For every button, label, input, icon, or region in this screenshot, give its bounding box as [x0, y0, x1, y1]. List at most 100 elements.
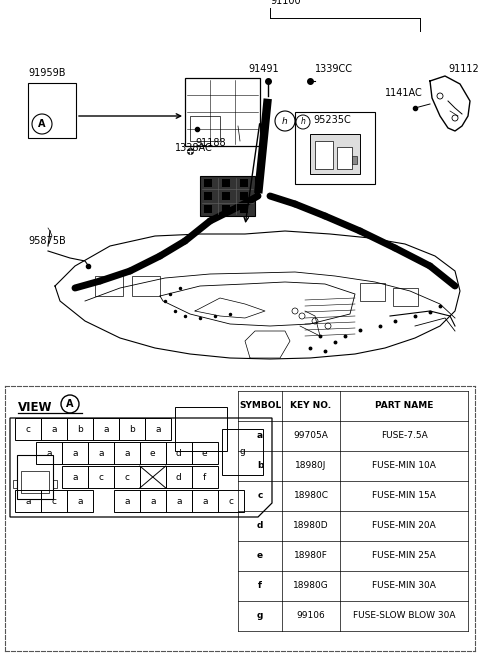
Text: SYMBOL: SYMBOL — [239, 401, 281, 411]
Bar — [88, 442, 114, 464]
Text: 91959B: 91959B — [28, 68, 65, 78]
Bar — [13, 480, 17, 488]
Bar — [240, 192, 248, 200]
Bar — [62, 442, 88, 464]
Bar — [360, 283, 385, 301]
Bar — [62, 466, 88, 488]
Text: a: a — [46, 449, 51, 457]
Text: KEY NO.: KEY NO. — [290, 401, 332, 411]
Text: 99106: 99106 — [297, 611, 325, 621]
Bar — [204, 179, 212, 187]
Text: c: c — [228, 497, 233, 506]
Text: c: c — [51, 497, 57, 506]
Text: 18980D: 18980D — [293, 522, 329, 531]
Text: a: a — [150, 497, 156, 506]
Text: 1339CC: 1339CC — [315, 64, 353, 74]
Text: c: c — [257, 491, 263, 501]
Text: d: d — [257, 522, 263, 531]
Text: a: a — [124, 497, 130, 506]
Bar — [36, 442, 62, 464]
Bar — [218, 490, 244, 512]
Text: 18980J: 18980J — [295, 462, 327, 470]
Text: VIEW: VIEW — [18, 401, 52, 414]
Text: 91491: 91491 — [248, 64, 278, 74]
Bar — [140, 442, 166, 464]
Bar — [190, 116, 220, 141]
Bar — [192, 466, 218, 488]
Bar — [352, 156, 357, 164]
Bar — [41, 490, 67, 512]
Text: h: h — [300, 117, 305, 127]
Bar — [53, 480, 58, 488]
Text: 99705A: 99705A — [294, 432, 328, 440]
Text: b: b — [129, 424, 135, 434]
Text: b: b — [77, 424, 83, 434]
Bar — [192, 442, 218, 464]
Bar — [222, 205, 230, 213]
Text: FUSE-MIN 10A: FUSE-MIN 10A — [372, 462, 436, 470]
Bar — [132, 276, 160, 296]
Text: PART NAME: PART NAME — [375, 401, 433, 411]
Bar — [166, 490, 192, 512]
Bar — [185, 78, 260, 146]
Bar — [145, 418, 171, 440]
Bar — [337, 147, 352, 169]
Text: a: a — [72, 472, 78, 482]
Text: a: a — [155, 424, 161, 434]
Bar — [114, 442, 140, 464]
Text: c: c — [98, 472, 103, 482]
Bar — [310, 134, 360, 174]
Text: e: e — [202, 449, 208, 457]
Bar — [166, 442, 192, 464]
Text: A: A — [38, 119, 46, 129]
Text: 1141AC: 1141AC — [385, 88, 423, 98]
Text: 95235C: 95235C — [313, 115, 351, 125]
Bar — [175, 407, 227, 451]
Bar — [88, 466, 114, 488]
Text: FUSE-7.5A: FUSE-7.5A — [381, 432, 427, 440]
Text: c: c — [124, 472, 129, 482]
Bar — [295, 112, 375, 184]
Bar — [114, 490, 140, 512]
Bar — [67, 418, 93, 440]
Text: 18980F: 18980F — [294, 552, 328, 560]
Bar — [315, 141, 333, 169]
Text: 91100: 91100 — [270, 0, 300, 6]
Bar — [140, 490, 166, 512]
Text: 95875B: 95875B — [28, 236, 66, 246]
Bar — [21, 471, 49, 493]
Text: FUSE-MIN 30A: FUSE-MIN 30A — [372, 581, 436, 590]
Text: e: e — [150, 449, 156, 457]
Text: e: e — [257, 552, 263, 560]
Text: a: a — [77, 497, 83, 506]
Bar — [166, 466, 192, 488]
Bar — [95, 276, 123, 296]
Bar — [204, 205, 212, 213]
Text: 91188: 91188 — [195, 138, 226, 148]
Text: a: a — [257, 432, 263, 440]
Bar — [41, 418, 67, 440]
Bar — [240, 179, 248, 187]
Text: c: c — [25, 424, 31, 434]
Bar — [114, 466, 140, 488]
Text: h: h — [282, 117, 288, 125]
Bar — [140, 466, 166, 488]
Text: a: a — [202, 497, 207, 506]
Text: a: a — [72, 449, 78, 457]
Text: g: g — [240, 447, 245, 457]
Bar — [222, 179, 230, 187]
Bar — [240, 205, 248, 213]
Bar — [204, 192, 212, 200]
Text: f: f — [258, 581, 262, 590]
Text: 91112: 91112 — [448, 64, 479, 74]
Text: f: f — [203, 472, 206, 482]
Bar — [222, 192, 230, 200]
Text: g: g — [257, 611, 263, 621]
Bar — [393, 288, 418, 306]
Bar — [93, 418, 119, 440]
Text: b: b — [257, 462, 263, 470]
Bar — [15, 490, 41, 512]
Bar — [67, 490, 93, 512]
Text: a: a — [98, 449, 104, 457]
Text: 18980G: 18980G — [293, 581, 329, 590]
